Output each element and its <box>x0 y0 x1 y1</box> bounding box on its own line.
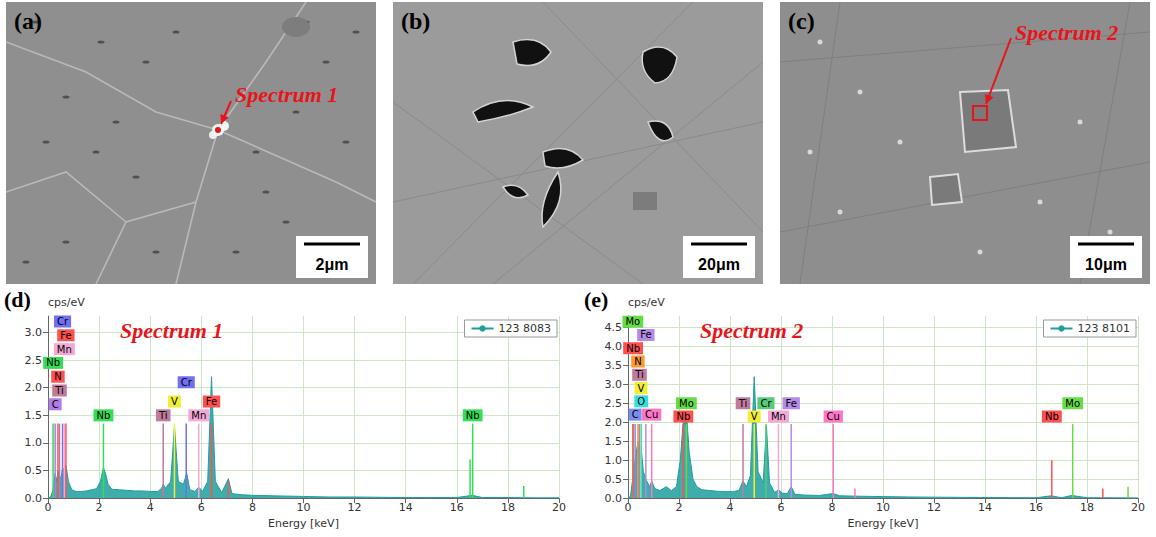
svg-text:18: 18 <box>1080 501 1094 514</box>
svg-text:8: 8 <box>829 501 836 514</box>
svg-text:V: V <box>751 411 758 422</box>
svg-text:Mo: Mo <box>679 398 694 409</box>
svg-text:2.0: 2.0 <box>25 381 43 394</box>
svg-text:Ti: Ti <box>738 398 748 409</box>
svg-text:10: 10 <box>876 501 890 514</box>
svg-text:12: 12 <box>348 501 362 514</box>
svg-text:Nb: Nb <box>46 357 60 368</box>
svg-text:20: 20 <box>1131 501 1145 514</box>
svg-text:20: 20 <box>552 501 566 514</box>
svg-text:Cu: Cu <box>827 411 840 422</box>
svg-text:N: N <box>54 371 61 382</box>
svg-text:Mn: Mn <box>57 344 72 355</box>
svg-text:6: 6 <box>198 501 205 514</box>
svg-text:N: N <box>634 356 641 367</box>
svg-text:14: 14 <box>978 501 992 514</box>
svg-text:Fe: Fe <box>206 396 217 407</box>
svg-text:4.0: 4.0 <box>605 340 623 353</box>
svg-text:O: O <box>637 396 645 407</box>
svg-text:(b): (b) <box>401 8 430 34</box>
svg-text:4: 4 <box>727 501 734 514</box>
svg-text:8: 8 <box>249 501 256 514</box>
svg-text:Spectrum 2: Spectrum 2 <box>700 318 803 343</box>
svg-text:16: 16 <box>450 501 464 514</box>
svg-text:18: 18 <box>501 501 515 514</box>
svg-text:(e): (e) <box>584 287 608 312</box>
svg-text:10μm: 10μm <box>1085 256 1127 273</box>
svg-text:16: 16 <box>1029 501 1043 514</box>
svg-text:1.5: 1.5 <box>25 409 43 422</box>
svg-text:Fe: Fe <box>640 329 651 340</box>
svg-text:1.0: 1.0 <box>605 454 623 467</box>
svg-text:12: 12 <box>927 501 941 514</box>
svg-text:Mn: Mn <box>771 411 786 422</box>
svg-text:0: 0 <box>625 501 632 514</box>
svg-text:Nb: Nb <box>676 411 690 422</box>
svg-text:(a): (a) <box>14 8 42 34</box>
svg-text:4.5: 4.5 <box>605 321 623 334</box>
svg-text:Spectrum 2: Spectrum 2 <box>1015 20 1118 45</box>
svg-text:Nb: Nb <box>626 343 640 354</box>
svg-text:Nb: Nb <box>466 410 480 421</box>
svg-text:2.5: 2.5 <box>25 354 43 367</box>
svg-text:3.5: 3.5 <box>605 359 623 372</box>
svg-text:cps/eV: cps/eV <box>48 296 85 309</box>
svg-text:2μm: 2μm <box>316 256 349 273</box>
svg-text:123 8101: 123 8101 <box>1078 322 1131 335</box>
svg-text:10: 10 <box>297 501 311 514</box>
svg-text:Fe: Fe <box>786 398 797 409</box>
svg-text:Mo: Mo <box>1065 398 1080 409</box>
svg-text:(d): (d) <box>4 287 31 312</box>
svg-text:Cr: Cr <box>760 398 772 409</box>
svg-text:Mo: Mo <box>625 316 640 327</box>
svg-text:3.0: 3.0 <box>605 378 623 391</box>
svg-text:Spectrum 1: Spectrum 1 <box>235 82 338 107</box>
svg-text:0.5: 0.5 <box>605 473 623 486</box>
svg-text:2: 2 <box>676 501 683 514</box>
svg-text:cps/eV: cps/eV <box>628 296 665 309</box>
svg-text:14: 14 <box>399 501 413 514</box>
svg-text:Nb: Nb <box>1045 411 1059 422</box>
svg-text:Ti: Ti <box>634 369 644 380</box>
svg-text:0: 0 <box>45 501 52 514</box>
svg-text:Nb: Nb <box>97 410 111 421</box>
svg-text:Cu: Cu <box>645 409 658 420</box>
svg-text:0.0: 0.0 <box>25 492 43 505</box>
svg-text:Energy [keV]: Energy [keV] <box>268 517 339 530</box>
svg-text:0.0: 0.0 <box>605 492 623 505</box>
svg-text:Ti: Ti <box>54 385 64 396</box>
svg-text:Fe: Fe <box>60 330 71 341</box>
svg-text:Spectrum 1: Spectrum 1 <box>120 318 223 343</box>
svg-text:C: C <box>632 409 639 420</box>
svg-text:Cr: Cr <box>181 377 193 388</box>
svg-text:0.5: 0.5 <box>25 464 43 477</box>
svg-text:V: V <box>638 383 645 394</box>
svg-text:V: V <box>171 396 178 407</box>
svg-text:3.0: 3.0 <box>25 326 43 339</box>
svg-text:4: 4 <box>147 501 154 514</box>
svg-text:2: 2 <box>96 501 103 514</box>
svg-text:1.0: 1.0 <box>25 436 43 449</box>
svg-text:1.5: 1.5 <box>605 435 623 448</box>
svg-text:Mn: Mn <box>191 410 206 421</box>
svg-text:Ti: Ti <box>158 410 168 421</box>
svg-text:20μm: 20μm <box>698 256 740 273</box>
svg-text:Energy [keV]: Energy [keV] <box>848 517 919 530</box>
svg-text:123 8083: 123 8083 <box>499 322 551 335</box>
svg-text:2.0: 2.0 <box>605 416 623 429</box>
svg-text:Cr: Cr <box>57 316 69 327</box>
svg-text:(c): (c) <box>788 8 815 34</box>
svg-text:C: C <box>52 399 59 410</box>
svg-text:6: 6 <box>778 501 785 514</box>
svg-text:2.5: 2.5 <box>605 397 623 410</box>
